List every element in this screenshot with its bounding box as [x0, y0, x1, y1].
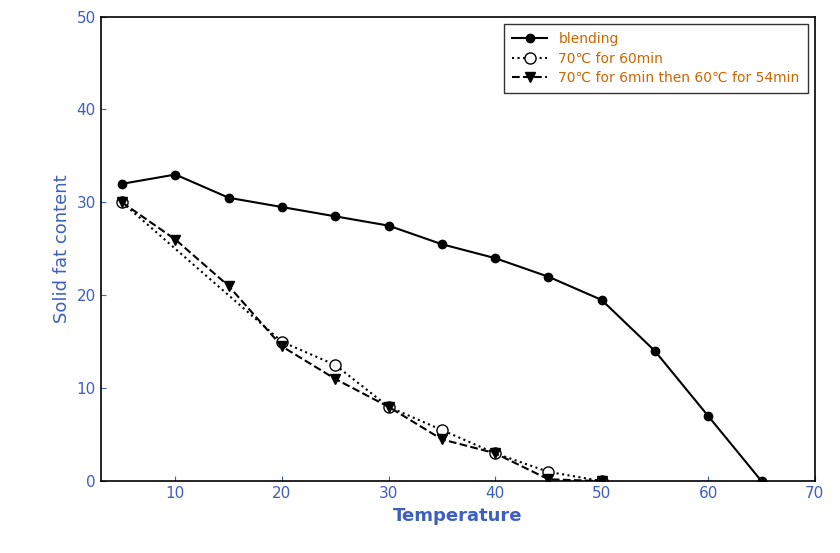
70℃ for 6min then 60℃ for 54min: [330, 375, 340, 382]
70℃ for 60min: [117, 199, 127, 206]
70℃ for 60min: [596, 478, 606, 484]
Line: blending: blending: [118, 170, 766, 486]
blending: [277, 204, 287, 210]
70℃ for 6min then 60℃ for 54min: [490, 450, 500, 457]
Line: 70℃ for 6min then 60℃ for 54min: 70℃ for 6min then 60℃ for 54min: [118, 197, 606, 486]
blending: [171, 171, 181, 178]
blending: [703, 413, 713, 419]
70℃ for 6min then 60℃ for 54min: [277, 343, 287, 349]
X-axis label: Temperature: Temperature: [393, 507, 522, 525]
blending: [596, 296, 606, 303]
70℃ for 6min then 60℃ for 54min: [437, 436, 447, 442]
blending: [437, 241, 447, 248]
blending: [490, 255, 500, 262]
blending: [757, 478, 767, 484]
blending: [330, 213, 340, 220]
70℃ for 60min: [543, 468, 554, 475]
70℃ for 6min then 60℃ for 54min: [596, 478, 606, 484]
Y-axis label: Solid fat content: Solid fat content: [53, 175, 71, 323]
70℃ for 6min then 60℃ for 54min: [543, 476, 554, 483]
70℃ for 60min: [490, 450, 500, 457]
70℃ for 6min then 60℃ for 54min: [171, 236, 181, 243]
70℃ for 60min: [384, 404, 394, 410]
70℃ for 60min: [277, 338, 287, 345]
blending: [384, 222, 394, 229]
blending: [543, 273, 554, 280]
70℃ for 6min then 60℃ for 54min: [223, 283, 234, 289]
blending: [650, 348, 660, 354]
70℃ for 60min: [437, 427, 447, 434]
70℃ for 6min then 60℃ for 54min: [384, 404, 394, 410]
70℃ for 6min then 60℃ for 54min: [117, 199, 127, 206]
blending: [223, 195, 234, 201]
70℃ for 60min: [330, 362, 340, 368]
blending: [117, 180, 127, 187]
Line: 70℃ for 60min: 70℃ for 60min: [117, 197, 607, 487]
Legend: blending, 70℃ for 60min, 70℃ for 6min then 60℃ for 54min: blending, 70℃ for 60min, 70℃ for 6min th…: [504, 24, 808, 93]
